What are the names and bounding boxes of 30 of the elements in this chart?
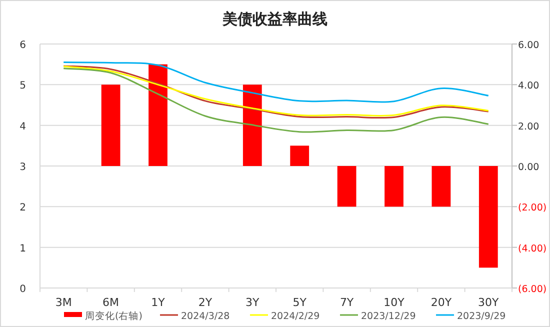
y-tick-label: 1 — [20, 243, 26, 254]
legend-label: 2024/2/29 — [271, 311, 320, 322]
y2-tick-label: (6.00) — [518, 284, 547, 295]
y2-tick-label: 2.00 — [518, 121, 540, 132]
y-tick-label: 4 — [20, 121, 26, 132]
y-tick-label: 6 — [20, 40, 26, 51]
y2-tick-label: (2.00) — [518, 202, 547, 214]
legend-label: 2024/3/28 — [181, 311, 230, 322]
y2-tick-label: 0.00 — [518, 162, 540, 173]
y2-tick-label: (4.00) — [518, 243, 547, 254]
x-tick-label: 7Y — [340, 296, 354, 309]
x-tick-label: 3Y — [246, 296, 260, 309]
x-tick-label: 3M — [55, 296, 72, 309]
legend-label: 2023/12/29 — [361, 311, 416, 322]
y-tick-label: 0 — [20, 284, 26, 295]
x-tick-label: 20Y — [430, 296, 452, 309]
legend-label: 周变化(右轴) — [85, 310, 142, 322]
y-tick-label: 3 — [20, 162, 26, 173]
x-tick-label: 6M — [102, 296, 120, 309]
x-tick-label: 5Y — [292, 296, 307, 309]
y-tick-label: 5 — [20, 80, 26, 92]
chart-title: 美债收益率曲线 — [222, 10, 328, 28]
x-tick-label: 30Y — [478, 296, 500, 309]
y2-tick-label: 6.00 — [518, 40, 540, 51]
y-tick-label: 2 — [20, 202, 26, 214]
x-tick-label: 1Y — [151, 296, 166, 309]
y2-tick-label: 4.00 — [518, 80, 540, 92]
x-tick-label: 2Y — [198, 296, 212, 309]
legend-label: 2023/9/29 — [457, 311, 506, 322]
x-tick-label: 10Y — [384, 296, 405, 309]
